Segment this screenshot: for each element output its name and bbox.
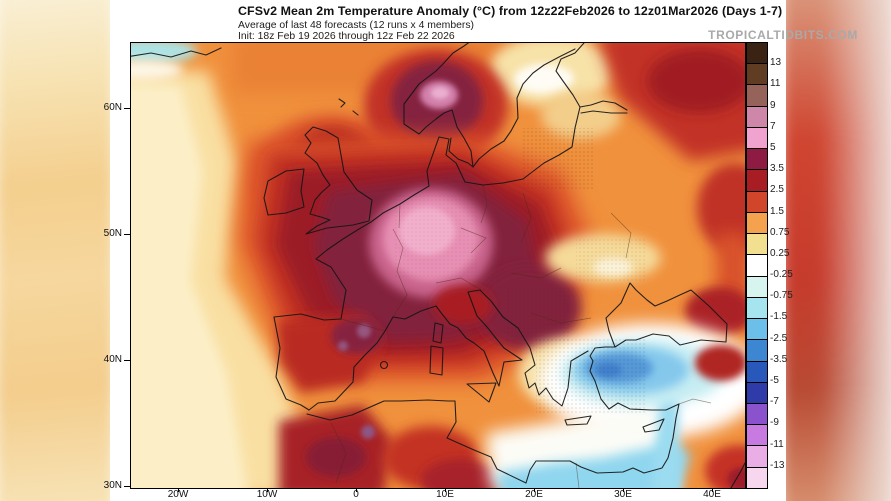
colorbar-tick-label: 3.5 xyxy=(770,163,784,175)
background-blur-left xyxy=(0,0,115,501)
colorbar-segment xyxy=(747,425,767,447)
lon-tick xyxy=(622,488,624,492)
colorbar-tick-label: 5 xyxy=(770,141,776,153)
colorbar-tick-label: -5 xyxy=(770,375,779,387)
stipple-central-europe xyxy=(393,193,478,278)
lon-label: 40E xyxy=(703,489,721,500)
colorbar-segment xyxy=(747,234,767,256)
lon-tick xyxy=(266,488,268,492)
lon-tick xyxy=(355,488,357,492)
coastlines xyxy=(131,43,745,488)
colorbar-tick-label: -3.5 xyxy=(770,353,788,365)
chart-subtitle: Average of last 48 forecasts (12 runs x … xyxy=(238,19,475,31)
colorbar-tick-label: 0.75 xyxy=(770,226,790,238)
watermark: TROPICALTIDBITS.COM xyxy=(708,28,858,42)
colorbar-segment xyxy=(747,149,767,171)
stipple-aegean xyxy=(536,338,646,413)
lat-label: 40N xyxy=(103,354,122,365)
colorbar-segment xyxy=(747,255,767,277)
lon-label: 10E xyxy=(436,489,454,500)
lon-tick xyxy=(533,488,535,492)
colorbar-segment xyxy=(747,85,767,107)
country-borders xyxy=(330,184,712,488)
lat-label: 50N xyxy=(103,228,122,239)
colorbar-tick-label: -2.5 xyxy=(770,332,788,344)
lat-tick xyxy=(124,485,130,487)
colorbar-tick-label: 11 xyxy=(770,78,781,90)
lon-tick xyxy=(177,488,179,492)
colorbar xyxy=(746,42,768,489)
colorbar-segment xyxy=(747,297,767,320)
lon-tick xyxy=(444,488,446,492)
colorbar-segment xyxy=(747,361,767,383)
colorbar-segment xyxy=(747,403,767,426)
lat-label: 30N xyxy=(103,480,122,491)
colorbar-tick-label: 9 xyxy=(770,99,776,111)
colorbar-tick-label: 7 xyxy=(770,120,776,132)
colorbar-tick-label: -13 xyxy=(770,459,785,471)
colorbar-tick-label: -11 xyxy=(770,438,784,450)
colorbar-segment xyxy=(747,467,767,488)
lon-label: 10W xyxy=(256,489,278,500)
colorbar-tick-label: 2.5 xyxy=(770,184,784,196)
colorbar-segment xyxy=(747,340,767,362)
lon-label: 0 xyxy=(353,489,359,500)
anomaly-map-svg xyxy=(131,43,745,488)
colorbar-tick-label: 0.25 xyxy=(770,247,790,259)
colorbar-segment xyxy=(747,106,767,128)
colorbar-segment xyxy=(747,382,767,404)
stipple-baltics xyxy=(523,128,593,190)
colorbar-tick-label: -9 xyxy=(770,417,779,429)
colorbar-segment xyxy=(747,170,767,192)
colorbar-segment xyxy=(747,64,767,86)
lat-tick xyxy=(124,233,130,235)
chart-title: CFSv2 Mean 2m Temperature Anomaly (°C) f… xyxy=(238,4,783,18)
lat-label: 60N xyxy=(103,102,122,113)
colorbar-tick-label: -0.25 xyxy=(770,269,793,281)
colorbar-segment xyxy=(747,191,767,213)
init-line: Init: 18z Feb 19 2026 through 12z Feb 22… xyxy=(238,31,455,42)
colorbar-segment xyxy=(747,43,767,65)
anomaly-map xyxy=(130,42,746,489)
colorbar-tick-label: 13 xyxy=(770,57,782,69)
background-blur-right xyxy=(779,0,891,501)
colorbar-tick-label: -1.5 xyxy=(770,311,788,323)
stipple-ukraine xyxy=(576,238,646,283)
lon-label: 20W xyxy=(167,489,189,500)
colorbar-segment xyxy=(747,212,767,235)
lon-label: 30E xyxy=(614,489,632,500)
lon-tick xyxy=(711,488,713,492)
colorbar-segment xyxy=(747,276,767,298)
colorbar-segment xyxy=(747,127,767,150)
lon-label: 20E xyxy=(525,489,543,500)
colorbar-segment xyxy=(747,319,767,341)
colorbar-segment xyxy=(747,446,767,468)
lat-tick xyxy=(124,359,130,361)
colorbar-tick-label: 1.5 xyxy=(770,205,784,217)
colorbar-tick-label: -0.75 xyxy=(770,290,793,302)
lat-tick xyxy=(124,107,130,109)
colorbar-tick-label: -7 xyxy=(770,396,779,408)
